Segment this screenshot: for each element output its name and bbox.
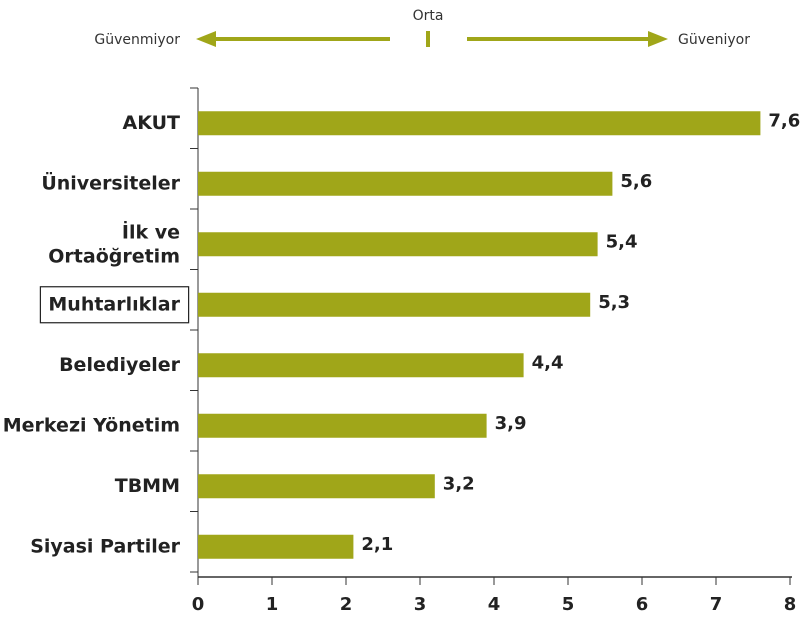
x-tick-label: 1 bbox=[266, 594, 279, 615]
highlight-box bbox=[39, 286, 190, 324]
value-label: 5,6 bbox=[620, 171, 652, 192]
category-label: İlk ve Ortaöğretim bbox=[48, 219, 180, 267]
bar bbox=[198, 534, 354, 559]
x-tick-label: 8 bbox=[784, 594, 797, 615]
bar bbox=[198, 111, 761, 136]
value-label: 3,9 bbox=[495, 413, 527, 434]
value-label: 5,4 bbox=[606, 231, 638, 252]
bar bbox=[198, 292, 591, 317]
x-tick-label: 5 bbox=[562, 594, 575, 615]
value-label: 4,4 bbox=[532, 352, 564, 373]
bar bbox=[198, 232, 598, 257]
value-label: 7,6 bbox=[768, 110, 800, 131]
left-label: Güvenmiyor bbox=[94, 32, 180, 48]
x-tick-label: 0 bbox=[192, 594, 205, 615]
value-label: 3,2 bbox=[443, 473, 475, 494]
category-label: Belediyeler bbox=[59, 354, 181, 376]
category-label: Siyasi Partiler bbox=[30, 535, 180, 557]
value-label: 2,1 bbox=[361, 534, 393, 555]
category-label: Muhtarlıklar bbox=[48, 293, 180, 315]
x-tick-label: 7 bbox=[710, 594, 723, 615]
x-tick-label: 2 bbox=[340, 594, 353, 615]
center-label: Orta bbox=[413, 8, 444, 24]
value-label: 5,3 bbox=[598, 292, 630, 313]
category-label: Merkezi Yönetim bbox=[3, 414, 180, 436]
bar bbox=[198, 353, 524, 378]
bar bbox=[198, 413, 487, 438]
x-tick-label: 6 bbox=[636, 594, 649, 615]
x-tick-label: 3 bbox=[414, 594, 427, 615]
direction-arrows bbox=[196, 31, 668, 47]
category-label: TBMM bbox=[115, 475, 180, 497]
category-label: Üniversiteler bbox=[41, 170, 180, 194]
x-tick-label: 4 bbox=[488, 594, 501, 615]
bar bbox=[198, 474, 435, 499]
category-label: AKUT bbox=[123, 112, 181, 134]
right-label: Güveniyor bbox=[678, 32, 750, 48]
bar bbox=[198, 171, 613, 196]
